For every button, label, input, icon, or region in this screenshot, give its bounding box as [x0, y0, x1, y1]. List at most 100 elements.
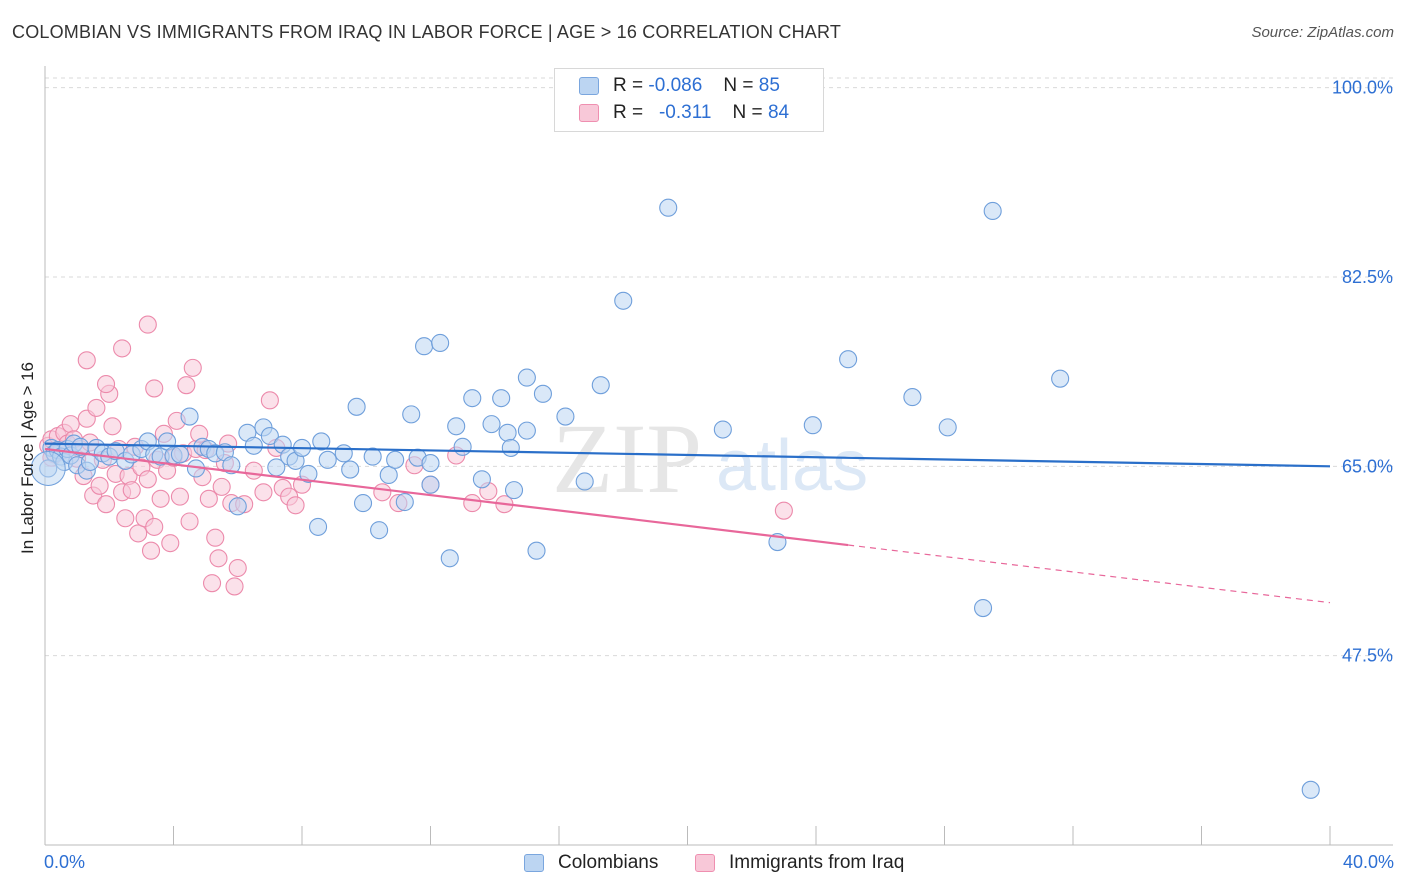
data-point-colombian	[1051, 369, 1070, 388]
bottom-legend-swatch-blue	[524, 854, 544, 872]
data-point-iraq	[96, 495, 116, 514]
data-point-colombian	[402, 405, 421, 424]
data-point-iraq	[145, 379, 164, 398]
data-point-colombian	[839, 350, 858, 369]
data-point-colombian	[453, 437, 472, 456]
data-point-iraq	[463, 494, 482, 513]
trend-line-colombians	[44, 442, 1331, 468]
data-point-iraq	[103, 417, 122, 436]
data-point-iraq	[138, 315, 157, 334]
data-point-colombian	[244, 436, 263, 455]
data-point-colombian	[614, 291, 633, 310]
source-label: Source: ZipAtlas.com	[1251, 24, 1394, 41]
data-point-iraq	[116, 509, 135, 528]
data-point-colombian	[353, 494, 373, 513]
y-tick-labels: 47.5% 65.0% 82.5% 100.0%	[1332, 78, 1393, 666]
data-point-colombian	[341, 460, 360, 479]
y-tick-label: 100.0%	[1332, 78, 1393, 98]
legend-n-label: N =	[723, 75, 754, 96]
data-point-colombian	[556, 407, 575, 426]
trend-lines	[44, 442, 1331, 604]
y-tick-label: 47.5%	[1342, 646, 1393, 666]
data-point-colombian	[395, 492, 414, 512]
data-point-iraq	[122, 481, 141, 500]
data-point-colombian	[347, 397, 366, 416]
data-point-colombian	[421, 454, 440, 473]
data-point-colombian	[370, 521, 389, 540]
data-point-iraq	[244, 461, 263, 480]
data-point-colombian	[903, 388, 922, 407]
data-point-colombian	[170, 445, 189, 464]
data-point-colombian	[334, 444, 353, 463]
data-point-iraq	[209, 549, 228, 568]
data-point-colombian	[498, 423, 517, 442]
data-point-iraq	[87, 398, 106, 417]
chart-title: COLOMBIAN VS IMMIGRANTS FROM IRAQ IN LAB…	[12, 22, 842, 42]
gridlines	[45, 77, 1393, 657]
data-point-colombian	[260, 426, 279, 446]
data-point-colombian	[421, 475, 440, 494]
data-point-colombian-large	[30, 450, 66, 486]
data-point-colombian	[379, 465, 398, 485]
data-point-iraq	[77, 351, 96, 370]
data-point-iraq	[212, 477, 231, 496]
watermark: ZIP atlas	[552, 403, 868, 514]
data-point-iraq	[141, 541, 161, 560]
legend-r-label: R =	[613, 75, 644, 96]
bottom-legend-iraq: Immigrants from Iraq	[695, 852, 904, 874]
data-point-colombian	[440, 549, 459, 568]
data-point-iraq	[129, 524, 148, 543]
data-point-colombian	[299, 464, 318, 483]
data-point-iraq	[225, 577, 244, 596]
data-point-iraq	[254, 483, 273, 502]
y-axis-label: In Labor Force | Age > 16	[18, 361, 37, 555]
data-point-colombian	[431, 333, 450, 353]
bottom-legend-label: Immigrants from Iraq	[729, 852, 905, 873]
data-point-colombian	[591, 376, 610, 395]
data-point-colombian	[527, 541, 546, 560]
data-point-colombian	[938, 418, 957, 437]
data-point-colombian	[222, 456, 241, 475]
bottom-legend-colombians: Colombians	[524, 852, 658, 874]
y-tick-label: 82.5%	[1342, 267, 1393, 287]
watermark-zip: ZIP	[552, 403, 702, 514]
data-point-iraq	[113, 339, 132, 358]
data-point-colombian	[504, 481, 524, 500]
data-point-colombian	[575, 472, 594, 491]
legend-row-colombians: R = -0.086 N = 85	[579, 73, 780, 99]
trend-line-iraq-extrapolated	[848, 544, 1331, 604]
data-point-iraq	[145, 517, 164, 536]
y-tick-label: 65.0%	[1342, 456, 1393, 476]
watermark-atlas: atlas	[716, 426, 868, 506]
data-point-colombian	[180, 407, 199, 426]
legend-n-label: N =	[732, 102, 763, 123]
data-point-colombian	[318, 450, 337, 469]
data-point-iraq	[177, 376, 196, 395]
data-point-iraq	[96, 375, 116, 394]
data-point-colombian	[803, 416, 822, 435]
legend-swatch-blue	[579, 77, 599, 95]
data-point-colombian	[312, 432, 331, 451]
data-point-iraq	[170, 487, 189, 506]
data-point-iraq	[138, 470, 157, 489]
data-point-iraq	[373, 483, 392, 502]
data-point-iraq	[151, 489, 170, 508]
data-point-colombian	[501, 438, 520, 457]
legend-row-iraq: R = -0.311 N = 84	[579, 100, 789, 126]
data-point-colombian	[973, 599, 993, 618]
legend-n-value: 84	[767, 102, 790, 123]
bottom-legend-swatch-pink	[695, 854, 715, 872]
data-point-colombian	[309, 517, 328, 536]
data-point-iraq	[774, 501, 793, 520]
data-point-colombian	[415, 337, 434, 356]
data-point-iraq	[199, 489, 218, 508]
data-point-colombian	[1301, 780, 1320, 799]
trend-line-iraq	[44, 447, 849, 547]
data-point-colombian	[463, 389, 482, 408]
legend-r-value: -0.311	[658, 102, 712, 123]
data-point-iraq	[180, 512, 199, 531]
data-point-colombian	[363, 447, 382, 466]
correlation-legend: R = -0.086 N = 85 R = -0.311 N = 84	[554, 68, 824, 132]
data-point-colombian	[659, 198, 678, 217]
